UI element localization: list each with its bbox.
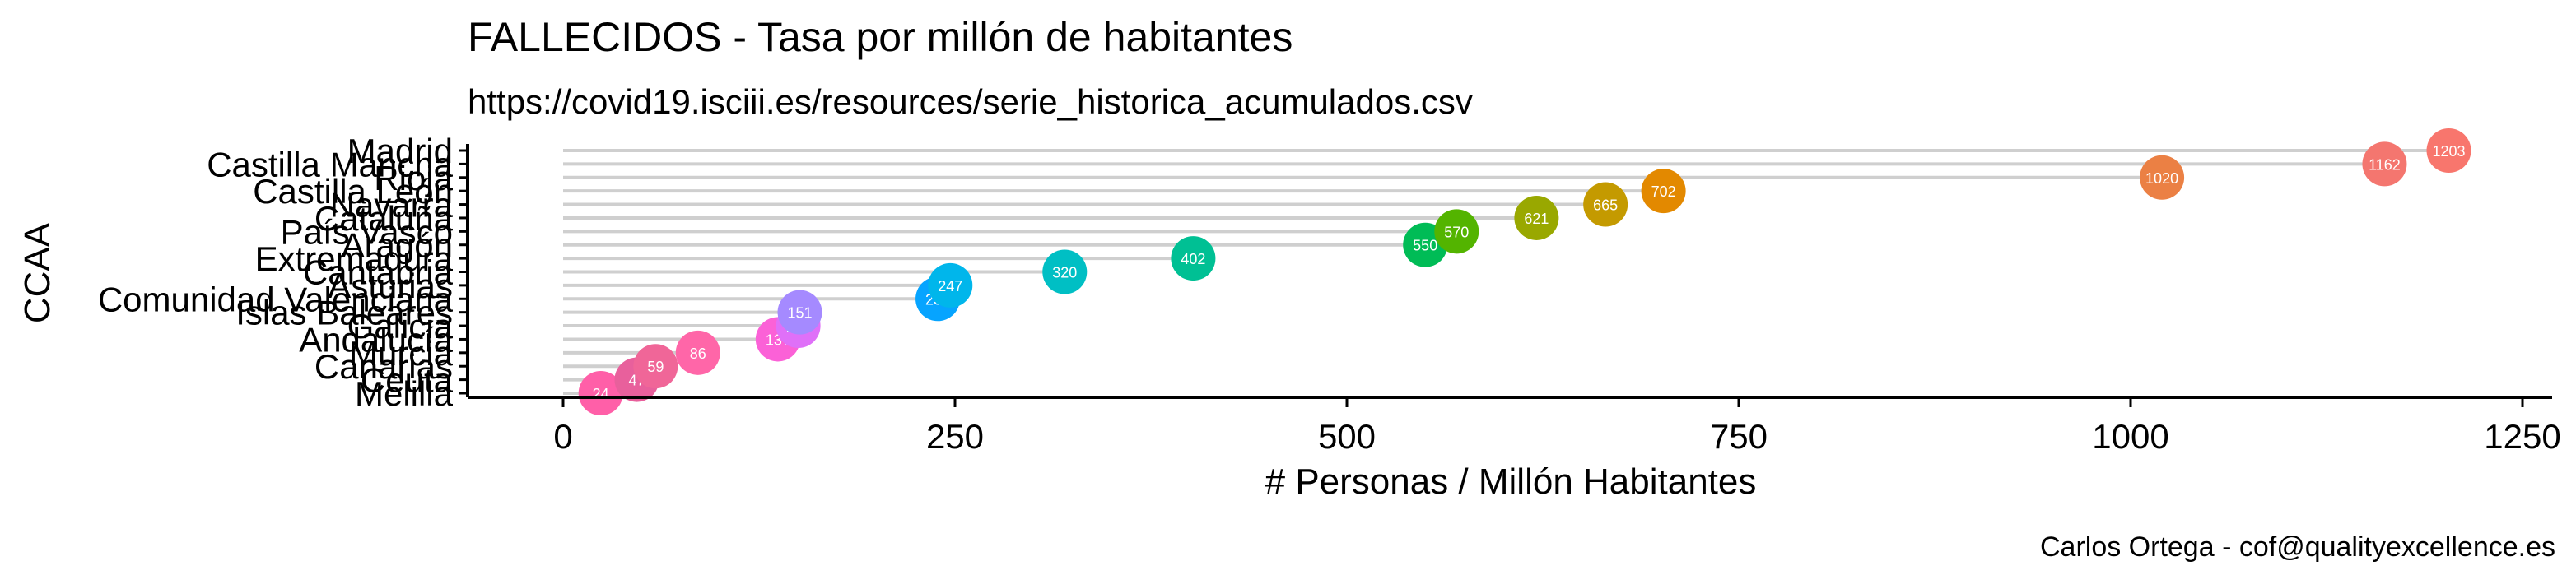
point-5 xyxy=(1514,195,1559,240)
point-8 xyxy=(1171,236,1216,281)
y-tick-label-8: Extremadura xyxy=(255,239,454,278)
point-6 xyxy=(1434,209,1479,254)
point-18 xyxy=(578,371,623,415)
value-label-12: 151 xyxy=(787,305,812,322)
value-label-9: 320 xyxy=(1052,265,1077,281)
value-label-3: 702 xyxy=(1651,183,1676,200)
y-tick-label-16: Canarias xyxy=(314,347,453,386)
point-3 xyxy=(1641,169,1686,214)
x-tick-labels: 0 250 500 750 1000 1250 xyxy=(553,417,2560,456)
value-label-4: 665 xyxy=(1593,197,1618,214)
y-tick-label-12: Islas Baleares xyxy=(235,294,453,332)
y-tick-label-18: Melilla xyxy=(355,374,454,413)
value-label-0: 1203 xyxy=(2432,143,2465,160)
y-tick-label-3: Castilla León xyxy=(253,172,453,211)
chart-caption: Carlos Ortega - cof@qualityexcellence.es xyxy=(2040,531,2555,563)
value-label-2: 1020 xyxy=(2145,170,2178,187)
point-2 xyxy=(2140,155,2185,200)
point-12 xyxy=(777,290,822,335)
point-0 xyxy=(2426,128,2471,173)
value-label-5: 621 xyxy=(1524,211,1549,227)
axes xyxy=(459,144,2552,407)
y-tick-label-14: Andalucía xyxy=(299,320,453,359)
value-label-6: 570 xyxy=(1444,224,1469,240)
y-tick-label-9: Cantabria xyxy=(303,253,454,292)
y-tick-label-10: Asturias xyxy=(328,267,453,305)
points: 2447598613715015123924732040255057062166… xyxy=(578,128,2471,415)
value-label-10: 247 xyxy=(938,278,962,294)
value-label-8: 402 xyxy=(1181,251,1205,267)
value-label-7: 550 xyxy=(1413,238,1437,254)
x-tick-label-5: 1250 xyxy=(2484,417,2560,456)
y-tick-label-17: Ceuta xyxy=(361,361,454,400)
y-tick-label-2: Rioja xyxy=(374,159,453,197)
y-tick-label-13: Galicia xyxy=(347,307,454,345)
y-axis-title: CCAA xyxy=(17,222,58,323)
point-9 xyxy=(1042,249,1088,294)
y-tick-label-5: Cataluña xyxy=(314,199,454,238)
y-tick-label-11: Comunidad Valenciana xyxy=(98,280,454,318)
y-tick-label-6: País Vasco xyxy=(281,212,453,251)
y-tick-label-15: Murcia xyxy=(349,334,454,373)
y-tick-label-0: Madrid xyxy=(347,132,453,170)
x-tick-label-2: 500 xyxy=(1318,417,1376,456)
chart-subtitle: https://covid19.isciii.es/resources/seri… xyxy=(468,82,1473,121)
chart-title: FALLECIDOS - Tasa por millón de habitant… xyxy=(468,14,1293,60)
value-label-16: 59 xyxy=(647,359,664,375)
x-tick-label-1: 250 xyxy=(926,417,984,456)
y-tick-label-1: Castilla Mancha xyxy=(207,145,453,183)
y-tick-label-4: Navarra xyxy=(330,186,454,225)
y-tick-label-7: Aragón xyxy=(342,226,453,265)
value-label-15: 86 xyxy=(690,345,706,362)
x-tick-label-3: 750 xyxy=(1710,417,1768,456)
x-tick-label-4: 1000 xyxy=(2092,417,2168,456)
value-label-1: 1162 xyxy=(2369,156,2401,173)
x-axis-title: # Personas / Millón Habitantes xyxy=(1265,461,1757,502)
point-15 xyxy=(675,330,720,375)
point-1 xyxy=(2362,141,2407,187)
point-16 xyxy=(633,344,678,389)
point-10 xyxy=(928,262,973,308)
point-4 xyxy=(1583,182,1628,227)
segments xyxy=(563,149,2449,395)
x-tick-label-0: 0 xyxy=(553,417,572,456)
value-label-18: 24 xyxy=(593,386,609,402)
